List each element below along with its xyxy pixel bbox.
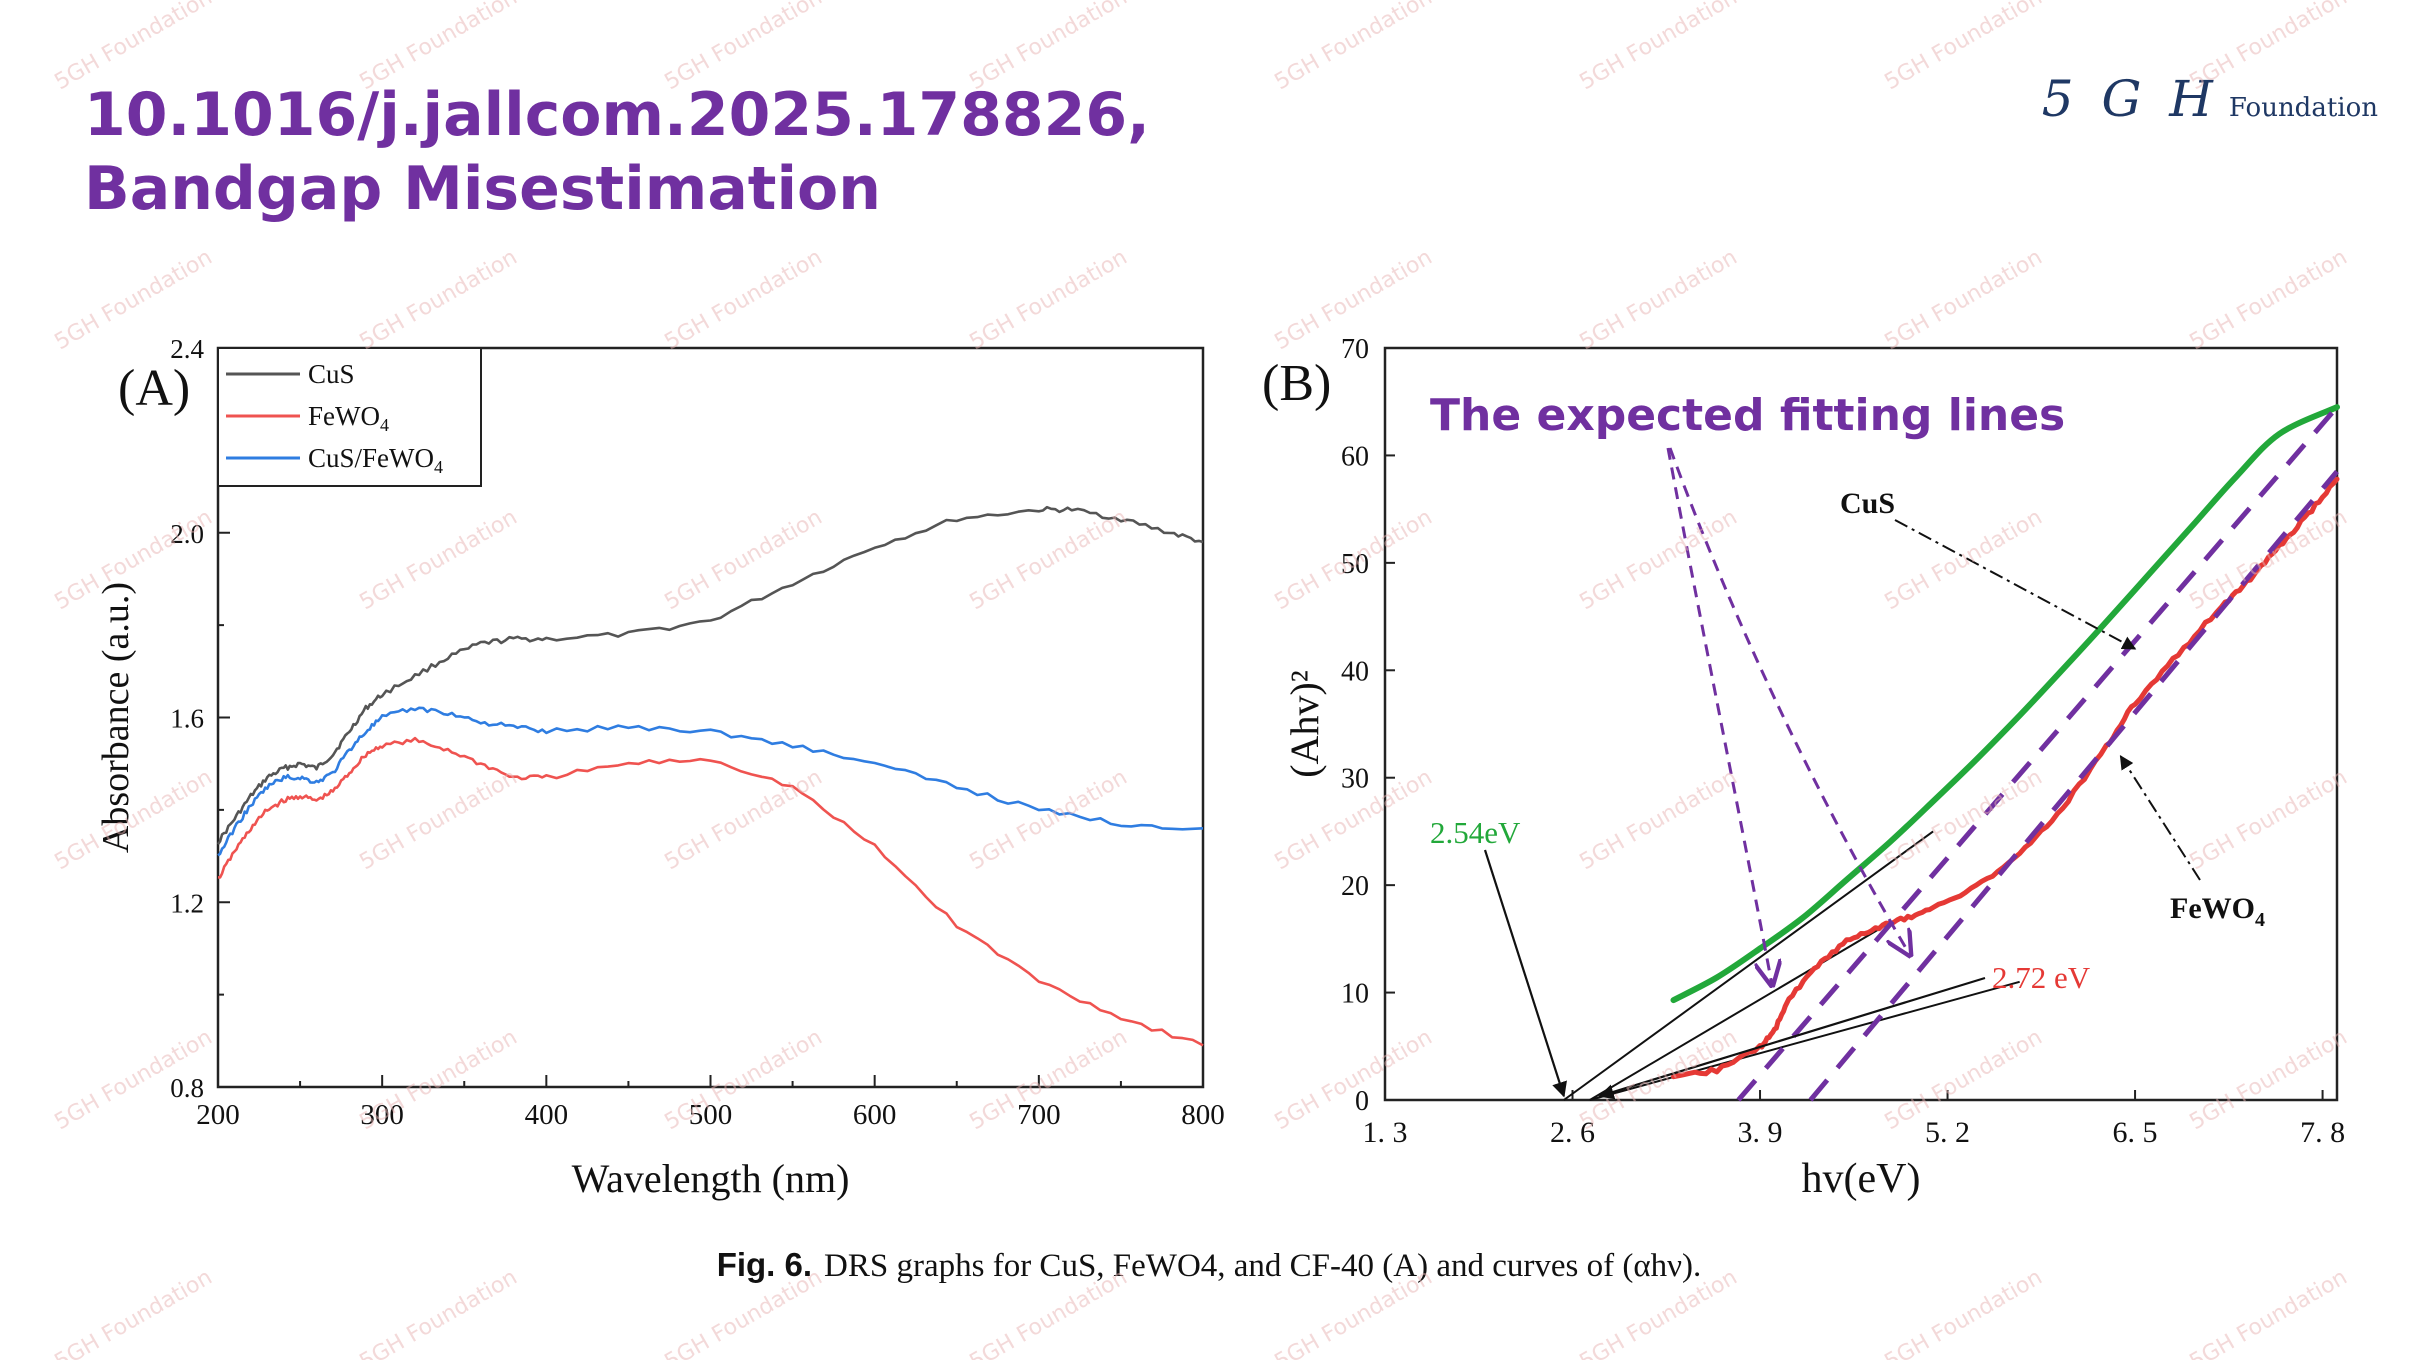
x-tick-label-a: 400: [525, 1099, 569, 1131]
legend-label: CuS: [308, 359, 355, 389]
x-tick-label-a: 800: [1181, 1099, 1225, 1131]
annotation-fewo4-arrow: [2119, 755, 2201, 881]
title-line-2: Bandgap Misestimation: [84, 154, 881, 224]
series-line-fewo4: [217, 736, 1204, 1047]
x-axis-label-a: Wavelength (nm): [572, 1156, 850, 1201]
annotation-fewo4-gap-arrow: [1598, 976, 1986, 1100]
annotation-cus-gap: 2.54eV: [1430, 815, 1521, 850]
series-line-cus: [1670, 404, 2340, 1004]
annotation-fewo4-label: FeWO4: [2170, 892, 2265, 931]
series-line-cus-fewo4: [217, 706, 1204, 857]
series-line-fewo4: [1671, 476, 2340, 1080]
expected-fitting-line: [1808, 469, 2339, 1102]
y-tick-label-b: 10: [1341, 979, 1369, 1010]
y-tick-label-b: 40: [1341, 656, 1369, 687]
annotation-cus-arrow: [1894, 519, 2137, 650]
legend-a: CuS FeWO4 CuS/FeWO4: [217, 347, 482, 487]
x-tick-label-b: 2. 6: [1550, 1116, 1595, 1149]
x-tick-label-a: 600: [853, 1099, 897, 1131]
title-line-1: 10.1016/j.jallcom.2025.178826,: [84, 80, 1150, 150]
reported-tangent-line: [1589, 921, 1891, 1101]
panel-label-b: (B): [1262, 355, 1331, 412]
y-tick-label-b: 30: [1341, 764, 1369, 795]
legend-label: FeWO4: [308, 401, 389, 435]
reported-tangent-line: [1589, 980, 2020, 1101]
plot-frame-b: [1383, 346, 2339, 1102]
x-tick-label-b: 1. 3: [1363, 1116, 1408, 1149]
y-tick-label-b: 50: [1341, 549, 1369, 580]
annotation-cus-gap-arrow: [1483, 849, 1567, 1098]
legend-label: CuS/FeWO4: [308, 443, 443, 477]
annotation-expected-arrow-2: [1668, 447, 1910, 955]
slide-title: 10.1016/j.jallcom.2025.178826, Bandgap M…: [84, 78, 1484, 226]
reported-tangent-line: [1563, 830, 1934, 1101]
figure-caption: Fig. 6. DRS graphs for CuS, FeWO4, and CF…: [0, 1246, 2418, 1285]
x-tick-label-b: 6. 5: [2113, 1116, 2158, 1149]
y-tick-label-b: 60: [1341, 441, 1369, 472]
caption-label: Fig. 6.: [716, 1246, 813, 1283]
caption-text: DRS graphs for CuS, FeWO4, and CF-40 (A)…: [824, 1248, 1702, 1284]
x-tick-label-a: 200: [196, 1099, 240, 1131]
y-axis-label-b: (Ahv)²: [1282, 670, 1327, 778]
x-tick-label-a: 500: [689, 1099, 733, 1131]
y-tick-label-b: 70: [1341, 334, 1369, 365]
y-tick-label-a: 0.8: [170, 1073, 204, 1103]
y-tick-label-a: 1.2: [170, 888, 204, 918]
x-tick-label-b: 3. 9: [1738, 1116, 1783, 1149]
panel-label-a: (A): [118, 360, 190, 417]
annotation-expected-label: The expected fitting lines: [1430, 390, 2065, 441]
annotation-fewo4-gap: 2.72 eV: [1992, 960, 2091, 995]
x-tick-label-a: 700: [1017, 1099, 1061, 1131]
series-line-cus: [216, 505, 1204, 845]
foundation-logo: 5 G H Foundation: [2042, 70, 2378, 128]
y-tick-label-b: 0: [1355, 1086, 1369, 1117]
annotation-expected-arrow-1: [1666, 447, 1772, 985]
y-tick-label-a: 2.0: [170, 519, 204, 549]
y-tick-label-a: 2.4: [170, 334, 204, 364]
chart-panel-b: 1. 3 2. 6 3. 9 5. 2 6. 5 7. 8 0 10 20 30 40 50 60 70 h…: [1262, 334, 2345, 1202]
x-axis-label-b: hv(eV): [1802, 1156, 1921, 1202]
x-tick-label-b: 7. 8: [2300, 1116, 2345, 1149]
x-tick-label-b: 5. 2: [1925, 1116, 1970, 1149]
x-tick-label-a: 300: [360, 1099, 404, 1131]
expected-fitting-line: [1736, 405, 2339, 1102]
y-tick-label-a: 1.6: [170, 704, 204, 734]
y-axis-label-a: Absorbance (a.u.): [95, 582, 137, 853]
annotation-cus-label: CuS: [1840, 487, 1895, 520]
logo-mark: 5 G H: [2041, 70, 2219, 128]
y-tick-label-b: 20: [1341, 871, 1369, 902]
logo-word: Foundation: [2228, 93, 2378, 123]
chart-panel-a: 200 300 400 500 600 700 800 0.8 1.2 1.6 2.0 2.4 Wave…: [95, 334, 1225, 1201]
